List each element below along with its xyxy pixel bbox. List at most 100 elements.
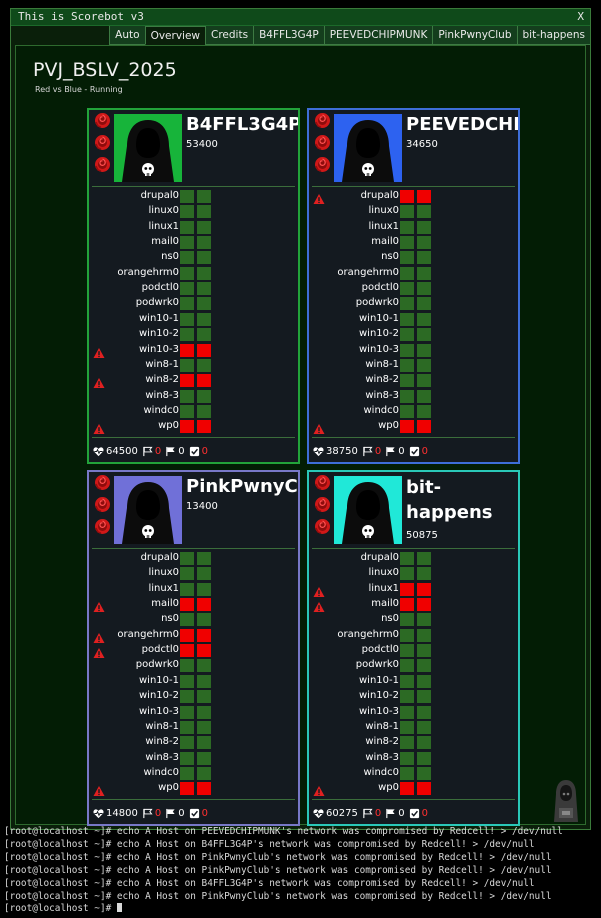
service-status-cell xyxy=(400,720,414,734)
team-stats: 64500 0 0 0 xyxy=(93,445,212,457)
tab-peevedchipmunk[interactable]: PEEVEDCHIPMUNK xyxy=(323,26,433,45)
service-row[interactable]: podwrk0 xyxy=(89,296,298,311)
close-button[interactable]: X xyxy=(577,10,584,23)
service-row[interactable]: win8-3 xyxy=(89,751,298,766)
tab-bit-happens[interactable]: bit-happens xyxy=(516,26,590,45)
service-row[interactable]: wp0 xyxy=(309,781,518,797)
service-name: win10-3 xyxy=(359,343,399,355)
service-row[interactable]: win10-2 xyxy=(309,689,518,704)
service-row[interactable]: win8-3 xyxy=(309,751,518,766)
service-status-cell xyxy=(400,705,414,719)
service-row[interactable]: drupal0 xyxy=(309,189,518,204)
service-row[interactable]: win8-3 xyxy=(309,389,518,404)
team-card-pinkpwnyclub[interactable]: PinkPwnyClub 13400 drupal0 linux0 linux1 mail… xyxy=(87,470,300,826)
service-row[interactable]: linux1 xyxy=(89,220,298,235)
service-name: mail0 xyxy=(151,598,179,610)
service-name: win10-1 xyxy=(139,312,179,324)
team-score: 53400 xyxy=(186,139,218,150)
service-row[interactable]: podctl0 xyxy=(309,281,518,296)
service-status-cell xyxy=(417,328,431,342)
service-row[interactable]: win10-3 xyxy=(89,705,298,720)
service-row[interactable]: windc0 xyxy=(89,766,298,781)
service-row[interactable]: drupal0 xyxy=(89,551,298,566)
service-row[interactable]: mail0 xyxy=(89,597,298,613)
service-row[interactable]: win8-2 xyxy=(309,735,518,750)
service-row[interactable]: windc0 xyxy=(89,404,298,419)
service-row[interactable]: podctl0 xyxy=(309,643,518,658)
service-row[interactable]: windc0 xyxy=(309,766,518,781)
service-row[interactable]: wp0 xyxy=(89,419,298,435)
service-row[interactable]: linux0 xyxy=(89,566,298,581)
service-row[interactable]: linux0 xyxy=(309,204,518,219)
service-name: wp0 xyxy=(378,782,399,794)
service-row[interactable]: win8-1 xyxy=(89,720,298,735)
service-row[interactable]: ns0 xyxy=(89,250,298,265)
service-status-cell xyxy=(180,690,194,704)
service-status-cell xyxy=(400,190,414,203)
service-status-cell xyxy=(400,358,414,372)
tab-b4ffl3g4p[interactable]: B4FFL3G4P xyxy=(253,26,324,45)
service-row[interactable]: ns0 xyxy=(309,612,518,627)
service-row[interactable]: mail0 xyxy=(309,235,518,250)
terminal[interactable]: [root@localhost ~]# echo A Host on PEEVE… xyxy=(0,826,601,918)
service-row[interactable]: win8-2 xyxy=(89,373,298,389)
service-name: wp0 xyxy=(158,420,179,432)
service-row[interactable]: win8-1 xyxy=(89,358,298,373)
service-row[interactable]: win10-1 xyxy=(309,312,518,327)
service-name: orangehrm0 xyxy=(337,628,399,640)
service-row[interactable]: win8-3 xyxy=(89,389,298,404)
service-row[interactable]: win10-2 xyxy=(89,327,298,342)
service-row[interactable]: drupal0 xyxy=(89,189,298,204)
service-row[interactable]: orangehrm0 xyxy=(89,266,298,281)
service-row[interactable]: win10-1 xyxy=(309,674,518,689)
service-row[interactable]: linux0 xyxy=(89,204,298,219)
service-row[interactable]: win8-1 xyxy=(309,358,518,373)
ticket-flag-icon xyxy=(362,446,375,457)
service-status-cell xyxy=(400,404,414,418)
team-card-peevedchipmunk[interactable]: PEEVEDCHIPMUNK 34650 drupal0 linux0 linux1 ma… xyxy=(307,108,520,464)
service-row[interactable]: mail0 xyxy=(89,235,298,250)
service-row[interactable]: ns0 xyxy=(89,612,298,627)
service-row[interactable]: win8-2 xyxy=(309,373,518,388)
service-row[interactable]: win8-1 xyxy=(309,720,518,735)
service-row[interactable]: win10-2 xyxy=(309,327,518,342)
service-row[interactable]: podwrk0 xyxy=(309,296,518,311)
service-row[interactable]: drupal0 xyxy=(309,551,518,566)
service-status-cell xyxy=(180,705,194,719)
service-row[interactable]: orangehrm0 xyxy=(89,628,298,643)
service-row[interactable]: linux0 xyxy=(309,566,518,581)
service-row[interactable]: wp0 xyxy=(89,781,298,797)
service-row[interactable]: win10-3 xyxy=(309,705,518,720)
service-row[interactable]: win8-2 xyxy=(89,735,298,750)
service-row[interactable]: podctl0 xyxy=(89,281,298,296)
service-row[interactable]: win10-2 xyxy=(89,689,298,704)
service-row[interactable]: orangehrm0 xyxy=(309,628,518,643)
service-row[interactable]: win10-3 xyxy=(309,343,518,358)
service-name: podctl0 xyxy=(361,644,399,656)
service-status-cell xyxy=(417,628,431,642)
team-card-bit-happens[interactable]: bit-happens 50875 drupal0 linux0 linux1 mail0… xyxy=(307,470,520,826)
tab-pinkpwnyclub[interactable]: PinkPwnyClub xyxy=(432,26,517,45)
service-row[interactable]: podwrk0 xyxy=(309,658,518,673)
service-row[interactable]: podwrk0 xyxy=(89,658,298,673)
service-row[interactable]: podctl0 xyxy=(89,643,298,659)
service-row[interactable]: mail0 xyxy=(309,597,518,613)
service-row[interactable]: orangehrm0 xyxy=(309,266,518,281)
service-name: mail0 xyxy=(371,598,399,610)
service-status-cell xyxy=(180,190,194,203)
service-row[interactable]: linux1 xyxy=(309,582,518,597)
service-row[interactable]: ns0 xyxy=(309,250,518,265)
service-row[interactable]: linux1 xyxy=(89,582,298,597)
team-card-b4ffl3g4p[interactable]: B4FFL3G4P 53400 drupal0 linux0 linux1 mail0 ns… xyxy=(87,108,300,464)
service-row[interactable]: win10-1 xyxy=(89,674,298,689)
service-row[interactable]: windc0 xyxy=(309,404,518,419)
tab-credits[interactable]: Credits xyxy=(205,26,254,45)
tab-auto[interactable]: Auto xyxy=(109,26,145,45)
service-status-cell xyxy=(197,220,211,234)
service-row[interactable]: linux1 xyxy=(309,220,518,235)
tab-overview[interactable]: Overview xyxy=(144,26,205,45)
service-row[interactable]: win10-1 xyxy=(89,312,298,327)
service-row[interactable]: win10-3 xyxy=(89,343,298,358)
terminal-cursor xyxy=(116,903,122,913)
service-row[interactable]: wp0 xyxy=(309,419,518,435)
